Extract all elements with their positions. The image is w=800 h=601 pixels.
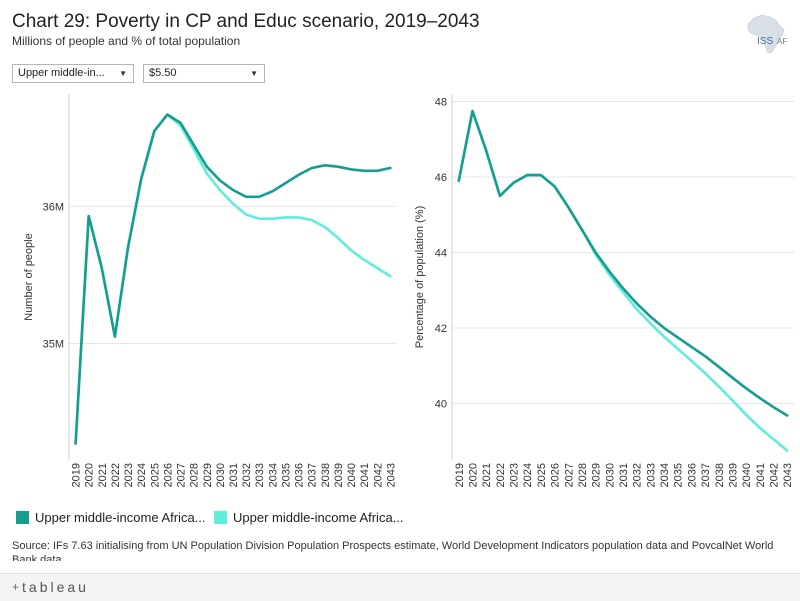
x-tick-label: 2020 — [468, 463, 480, 487]
x-tick-label: 2033 — [254, 463, 266, 487]
y-tick-label: 44 — [435, 247, 447, 259]
y-axis-title: Number of people — [23, 233, 35, 320]
y-tick-label: 40 — [435, 398, 447, 410]
group-filter-dropdown[interactable]: Upper middle-in... ▼ — [12, 64, 134, 83]
footer-bar: + tableau — [0, 573, 800, 601]
x-tick-label: 2021 — [481, 463, 493, 487]
x-tick-label: 2032 — [241, 463, 253, 487]
series-line-educ-percent — [457, 109, 789, 452]
x-tick-label: 2035 — [280, 463, 292, 487]
legend-swatch-cp — [16, 511, 29, 524]
chevron-down-icon: ▼ — [250, 69, 258, 78]
x-tick-label: 2034 — [659, 463, 671, 487]
x-tick-label: 2039 — [333, 463, 345, 487]
x-tick-label: 2020 — [84, 463, 96, 487]
source-note: Source: IFs 7.63 initialising from UN Po… — [12, 540, 774, 561]
x-tick-label: 2043 — [782, 463, 794, 487]
x-tick-label: 2040 — [346, 463, 358, 487]
x-tick-label: 2023 — [509, 463, 521, 487]
x-tick-label: 2029 — [202, 463, 214, 487]
x-tick-label: 2028 — [577, 463, 589, 487]
y-tick-label: 48 — [435, 97, 447, 109]
x-tick-label: 2033 — [645, 463, 657, 487]
group-filter-value: Upper middle-in... — [18, 67, 105, 79]
x-tick-label: 2025 — [149, 463, 161, 487]
tableau-logo[interactable]: + tableau — [12, 579, 89, 595]
x-tick-label: 2025 — [536, 463, 548, 487]
poverty-line-dropdown[interactable]: $5.50 ▼ — [143, 64, 265, 83]
x-tick-label: 2019 — [71, 463, 83, 487]
x-tick-label: 2026 — [550, 463, 562, 487]
series-line-cp-percent — [457, 109, 789, 417]
x-tick-label: 2036 — [294, 463, 306, 487]
x-tick-label: 2040 — [741, 463, 753, 487]
x-tick-label: 2032 — [632, 463, 644, 487]
x-tick-label: 2037 — [307, 463, 319, 487]
logo-text-sub: AF — [777, 37, 787, 46]
percentage-of-population-chart: 40 42 44 46 48 Percentage of population (%) 20… — [414, 94, 794, 487]
legend-swatch-educ — [214, 511, 227, 524]
x-tick-label: 2027 — [176, 463, 188, 487]
x-tick-label: 2029 — [591, 463, 603, 487]
x-tick-label: 2037 — [700, 463, 712, 487]
series-line-cp-people — [74, 113, 392, 445]
x-tick-label: 2035 — [673, 463, 685, 487]
x-tick-label: 2038 — [714, 463, 726, 487]
page-subtitle: Millions of people and % of total popula… — [12, 34, 241, 48]
x-tick-label: 2030 — [604, 463, 616, 487]
x-tick-label: 2041 — [755, 463, 767, 487]
x-tick-label: 2024 — [136, 463, 148, 487]
y-tick-label: 46 — [435, 172, 447, 184]
x-tick-label: 2036 — [686, 463, 698, 487]
x-tick-label: 2034 — [267, 463, 279, 487]
x-tick-label: 2026 — [162, 463, 174, 487]
y-axis-title: Percentage of population (%) — [414, 206, 426, 348]
x-tick-label: 2043 — [385, 463, 397, 487]
x-tick-label: 2028 — [189, 463, 201, 487]
tableau-plus-icon: + — [12, 580, 20, 594]
tableau-brand: tableau — [22, 579, 89, 595]
x-tick-label: 2030 — [215, 463, 227, 487]
y-tick-label: 36M — [43, 201, 64, 213]
x-tick-label: 2022 — [110, 463, 122, 487]
chevron-down-icon: ▼ — [119, 69, 127, 78]
x-tick-label: 2042 — [768, 463, 780, 487]
africa-map-icon — [747, 14, 785, 54]
x-tick-label: 2022 — [495, 463, 507, 487]
x-tick-label: 2038 — [320, 463, 332, 487]
iss-africa-logo: ISS AF — [747, 14, 787, 54]
y-tick-label: 35M — [43, 338, 64, 350]
poverty-line-value: $5.50 — [149, 67, 177, 79]
legend-item-educ[interactable]: Upper middle-income Africa... — [214, 510, 404, 525]
legend-label-educ: Upper middle-income Africa... — [233, 510, 404, 525]
x-tick-label: 2023 — [123, 463, 135, 487]
logo-text-main: ISS — [757, 36, 773, 47]
x-tick-label: 2024 — [522, 463, 534, 487]
x-tick-label: 2027 — [563, 463, 575, 487]
x-tick-label: 2041 — [359, 463, 371, 487]
page-title: Chart 29: Poverty in CP and Educ scenari… — [12, 11, 480, 32]
x-tick-label: 2021 — [97, 463, 109, 487]
x-tick-label: 2031 — [618, 463, 630, 487]
x-tick-label: 2039 — [727, 463, 739, 487]
legend-item-cp[interactable]: Upper middle-income Africa... — [16, 510, 206, 525]
legend-label-cp: Upper middle-income Africa... — [35, 510, 206, 525]
x-tick-label: 2019 — [454, 463, 466, 487]
x-tick-label: 2031 — [228, 463, 240, 487]
y-tick-label: 42 — [435, 323, 447, 335]
x-tick-label: 2042 — [372, 463, 384, 487]
